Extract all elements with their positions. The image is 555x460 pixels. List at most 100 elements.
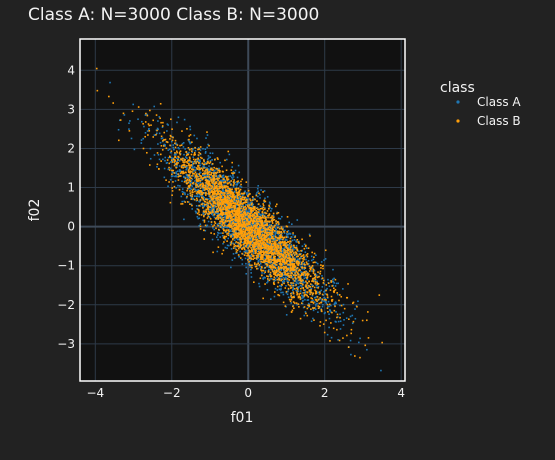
data-point: [220, 225, 223, 228]
data-point: [276, 266, 279, 269]
data-point: [303, 294, 306, 296]
data-point: [212, 207, 215, 209]
data-point: [228, 223, 231, 226]
data-point: [219, 206, 222, 209]
data-point: [243, 219, 246, 222]
data-point: [265, 222, 267, 224]
data-point: [303, 268, 306, 271]
data-point: [256, 256, 258, 259]
data-point: [178, 160, 181, 162]
data-point: [196, 165, 199, 167]
data-point: [209, 159, 212, 162]
data-point: [299, 282, 302, 285]
data-point: [129, 120, 131, 122]
data-point: [207, 193, 210, 195]
data-point: [216, 200, 219, 203]
data-point: [259, 214, 261, 216]
data-point: [277, 251, 280, 253]
data-point: [214, 197, 217, 200]
data-point: [239, 242, 242, 244]
data-point: [175, 142, 177, 144]
data-point: [186, 175, 189, 178]
data-point: [245, 237, 248, 240]
data-point: [261, 207, 264, 210]
data-point: [267, 214, 270, 217]
data-point: [251, 249, 254, 252]
data-point: [298, 293, 300, 295]
data-point: [245, 201, 248, 204]
data-point: [226, 185, 228, 188]
data-point: [231, 196, 233, 199]
data-point: [182, 170, 184, 173]
data-point: [246, 224, 249, 226]
data-point: [196, 193, 199, 196]
data-point: [278, 278, 280, 280]
data-point: [246, 251, 248, 254]
data-point: [260, 228, 263, 231]
data-point: [191, 178, 194, 180]
data-point: [199, 184, 201, 186]
data-point: [229, 229, 231, 231]
data-point: [238, 189, 241, 192]
data-point: [226, 223, 229, 226]
data-point: [282, 227, 285, 230]
data-point: [263, 237, 265, 240]
data-point: [297, 241, 299, 243]
data-point: [232, 233, 235, 236]
data-point: [184, 179, 186, 182]
data-point: [321, 305, 324, 308]
data-point: [271, 257, 273, 260]
data-point: [206, 197, 208, 200]
data-point: [197, 217, 200, 220]
data-point: [181, 190, 184, 193]
data-point: [248, 219, 250, 222]
data-point: [219, 207, 221, 210]
data-point: [283, 279, 285, 282]
data-point: [286, 248, 289, 251]
data-point: [246, 199, 248, 201]
data-point: [294, 272, 296, 274]
data-point: [203, 211, 205, 213]
data-point: [305, 270, 307, 273]
data-point: [305, 258, 307, 261]
data-point: [179, 150, 182, 152]
data-point: [221, 179, 224, 182]
data-point: [255, 248, 258, 250]
data-point: [225, 226, 227, 229]
data-point: [297, 287, 299, 290]
data-point: [192, 160, 194, 163]
data-point: [290, 253, 292, 256]
data-point: [193, 170, 195, 172]
data-point: [254, 220, 256, 223]
data-point: [186, 201, 189, 203]
data-point: [287, 252, 289, 255]
data-point: [251, 235, 254, 237]
data-point: [231, 205, 234, 208]
data-point: [222, 206, 224, 209]
data-point: [149, 157, 152, 160]
data-point: [295, 283, 297, 285]
data-point: [292, 232, 294, 234]
data-point: [294, 269, 296, 271]
data-point: [213, 221, 216, 223]
data-point: [248, 244, 250, 246]
data-point: [312, 279, 315, 281]
data-point: [244, 217, 246, 219]
data-point: [161, 149, 164, 151]
data-point: [184, 176, 187, 179]
data-point: [304, 276, 307, 279]
data-point: [177, 174, 180, 177]
data-point: [157, 153, 160, 156]
data-point: [192, 147, 194, 150]
data-point: [234, 169, 237, 172]
data-point: [284, 271, 286, 274]
data-point: [270, 248, 272, 251]
data-point: [219, 198, 222, 201]
data-point: [235, 226, 238, 228]
data-point: [335, 282, 338, 285]
data-point: [213, 224, 216, 226]
data-point: [241, 226, 244, 228]
data-point: [240, 227, 242, 230]
data-point: [302, 283, 304, 286]
data-point: [273, 249, 275, 251]
